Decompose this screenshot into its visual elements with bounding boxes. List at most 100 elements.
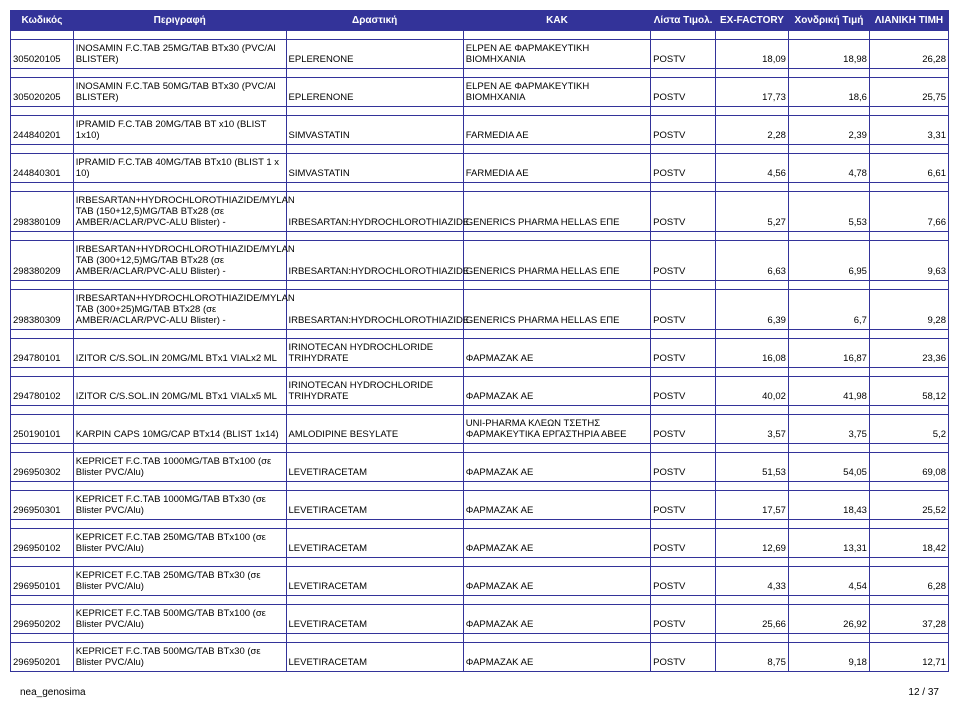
cell-active: AMLODIPINE BESYLATE — [286, 415, 463, 444]
cell-retail: 26,28 — [869, 40, 948, 69]
cell-desc: IZITOR C/S.SOL.IN 20MG/ML BTx1 VIALx2 ML — [73, 339, 286, 368]
table-row: 296950202KEPRICET F.C.TAB 500MG/TAB BTx1… — [11, 605, 949, 634]
cell-list: POSTV — [651, 154, 716, 183]
cell-active: SIMVASTATIN — [286, 116, 463, 145]
cell-list: POSTV — [651, 453, 716, 482]
cell-desc: KEPRICET F.C.TAB 250MG/TAB BTx100 (σε Bl… — [73, 529, 286, 558]
cell-code: 296950102 — [11, 529, 74, 558]
cell-retail: 23,36 — [869, 339, 948, 368]
cell-exfactory: 8,75 — [716, 643, 789, 672]
cell-list: POSTV — [651, 339, 716, 368]
spacer-row — [11, 145, 949, 154]
cell-list: POSTV — [651, 567, 716, 596]
cell-code: 305020105 — [11, 40, 74, 69]
th-kak: ΚΑΚ — [463, 11, 650, 31]
cell-active: EPLERENONE — [286, 78, 463, 107]
cell-active: LEVETIRACETAM — [286, 529, 463, 558]
cell-code: 305020205 — [11, 78, 74, 107]
cell-code: 296950302 — [11, 453, 74, 482]
footer-right: 12 / 37 — [908, 687, 939, 698]
cell-kak: GENERICS PHARMA HELLAS ΕΠΕ — [463, 241, 650, 281]
cell-active: IRBESARTAN:HYDROCHLOROTHIAZIDE — [286, 241, 463, 281]
cell-wholesale: 4,54 — [788, 567, 869, 596]
cell-code: 298380209 — [11, 241, 74, 281]
cell-code: 250190101 — [11, 415, 74, 444]
cell-retail: 37,28 — [869, 605, 948, 634]
cell-code: 294780102 — [11, 377, 74, 406]
spacer-row — [11, 107, 949, 116]
table-body: 305020105INOSAMIN F.C.TAB 25MG/TAB BTx30… — [11, 31, 949, 672]
cell-kak: ΦΑΡΜΑΖΑΚ ΑΕ — [463, 567, 650, 596]
cell-wholesale: 18,98 — [788, 40, 869, 69]
cell-code: 294780101 — [11, 339, 74, 368]
cell-list: POSTV — [651, 491, 716, 520]
price-table: Κωδικός Περιγραφή Δραστική ΚΑΚ Λίστα Τιμ… — [10, 10, 949, 672]
cell-kak: ELPEN AE ΦΑΡΜΑΚΕΥΤΙΚΗ ΒΙΟΜΗΧΑΝΙΑ — [463, 78, 650, 107]
spacer-row — [11, 69, 949, 78]
cell-wholesale: 4,78 — [788, 154, 869, 183]
cell-kak: ΦΑΡΜΑΖΑΚ ΑΕ — [463, 491, 650, 520]
cell-wholesale: 13,31 — [788, 529, 869, 558]
cell-list: POSTV — [651, 529, 716, 558]
cell-desc: KEPRICET F.C.TAB 500MG/TAB BTx30 (σε Bli… — [73, 643, 286, 672]
cell-kak: GENERICS PHARMA HELLAS ΕΠΕ — [463, 290, 650, 330]
cell-active: LEVETIRACETAM — [286, 643, 463, 672]
cell-exfactory: 3,57 — [716, 415, 789, 444]
cell-desc: IPRAMID F.C.TAB 20MG/TAB BT x10 (BLIST 1… — [73, 116, 286, 145]
table-row: 296950301KEPRICET F.C.TAB 1000MG/TAB BTx… — [11, 491, 949, 520]
cell-exfactory: 2,28 — [716, 116, 789, 145]
th-code: Κωδικός — [11, 11, 74, 31]
table-row: 294780102IZITOR C/S.SOL.IN 20MG/ML BTx1 … — [11, 377, 949, 406]
cell-active: IRBESARTAN:HYDROCHLOROTHIAZIDE — [286, 192, 463, 232]
cell-wholesale: 3,75 — [788, 415, 869, 444]
table-row: 296950101KEPRICET F.C.TAB 250MG/TAB BTx3… — [11, 567, 949, 596]
cell-exfactory: 5,27 — [716, 192, 789, 232]
cell-retail: 9,63 — [869, 241, 948, 281]
table-row: 305020205INOSAMIN F.C.TAB 50MG/TAB BTx30… — [11, 78, 949, 107]
spacer-row — [11, 634, 949, 643]
cell-kak: UNI-PHARMA ΚΛΕΩΝ ΤΣΕΤΗΣ ΦΑΡΜΑΚΕΥΤΙΚΑ ΕΡΓ… — [463, 415, 650, 444]
cell-kak: ΦΑΡΜΑΖΑΚ ΑΕ — [463, 377, 650, 406]
cell-desc: KEPRICET F.C.TAB 1000MG/TAB BTx100 (σε B… — [73, 453, 286, 482]
cell-code: 296950202 — [11, 605, 74, 634]
cell-active: EPLERENONE — [286, 40, 463, 69]
spacer-row — [11, 520, 949, 529]
cell-kak: ELPEN AE ΦΑΡΜΑΚΕΥΤΙΚΗ ΒΙΟΜΗΧΑΝΙΑ — [463, 40, 650, 69]
spacer-row — [11, 596, 949, 605]
th-active: Δραστική — [286, 11, 463, 31]
cell-exfactory: 25,66 — [716, 605, 789, 634]
cell-list: POSTV — [651, 40, 716, 69]
spacer-row — [11, 558, 949, 567]
cell-active: LEVETIRACETAM — [286, 453, 463, 482]
cell-active: LEVETIRACETAM — [286, 491, 463, 520]
cell-exfactory: 17,73 — [716, 78, 789, 107]
cell-desc: KEPRICET F.C.TAB 250MG/TAB BTx30 (σε Bli… — [73, 567, 286, 596]
cell-retail: 6,28 — [869, 567, 948, 596]
th-desc: Περιγραφή — [73, 11, 286, 31]
table-row: 296950302KEPRICET F.C.TAB 1000MG/TAB BTx… — [11, 453, 949, 482]
cell-wholesale: 5,53 — [788, 192, 869, 232]
cell-desc: KARPIN CAPS 10MG/CAP BTx14 (BLIST 1x14) — [73, 415, 286, 444]
cell-exfactory: 6,63 — [716, 241, 789, 281]
cell-exfactory: 51,53 — [716, 453, 789, 482]
cell-retail: 7,66 — [869, 192, 948, 232]
th-wholesale: Χονδρική Τιμή — [788, 11, 869, 31]
cell-exfactory: 4,56 — [716, 154, 789, 183]
cell-active: LEVETIRACETAM — [286, 567, 463, 596]
cell-retail: 9,28 — [869, 290, 948, 330]
spacer-row — [11, 281, 949, 290]
spacer-row — [11, 330, 949, 339]
table-row: 244840301IPRAMID F.C.TAB 40MG/TAB BTx10 … — [11, 154, 949, 183]
cell-kak: FARMEDIA AE — [463, 154, 650, 183]
cell-list: POSTV — [651, 605, 716, 634]
cell-desc: KEPRICET F.C.TAB 500MG/TAB BTx100 (σε Bl… — [73, 605, 286, 634]
cell-list: POSTV — [651, 377, 716, 406]
footer-left: nea_genosima — [20, 687, 86, 698]
cell-kak: ΦΑΡΜΑΖΑΚ ΑΕ — [463, 605, 650, 634]
cell-wholesale: 16,87 — [788, 339, 869, 368]
cell-active: IRINOTECAN HYDROCHLORIDE TRIHYDRATE — [286, 377, 463, 406]
cell-code: 296950301 — [11, 491, 74, 520]
cell-wholesale: 26,92 — [788, 605, 869, 634]
cell-exfactory: 18,09 — [716, 40, 789, 69]
table-row: 298380309IRBESARTAN+HYDROCHLOROTHIAZIDE/… — [11, 290, 949, 330]
